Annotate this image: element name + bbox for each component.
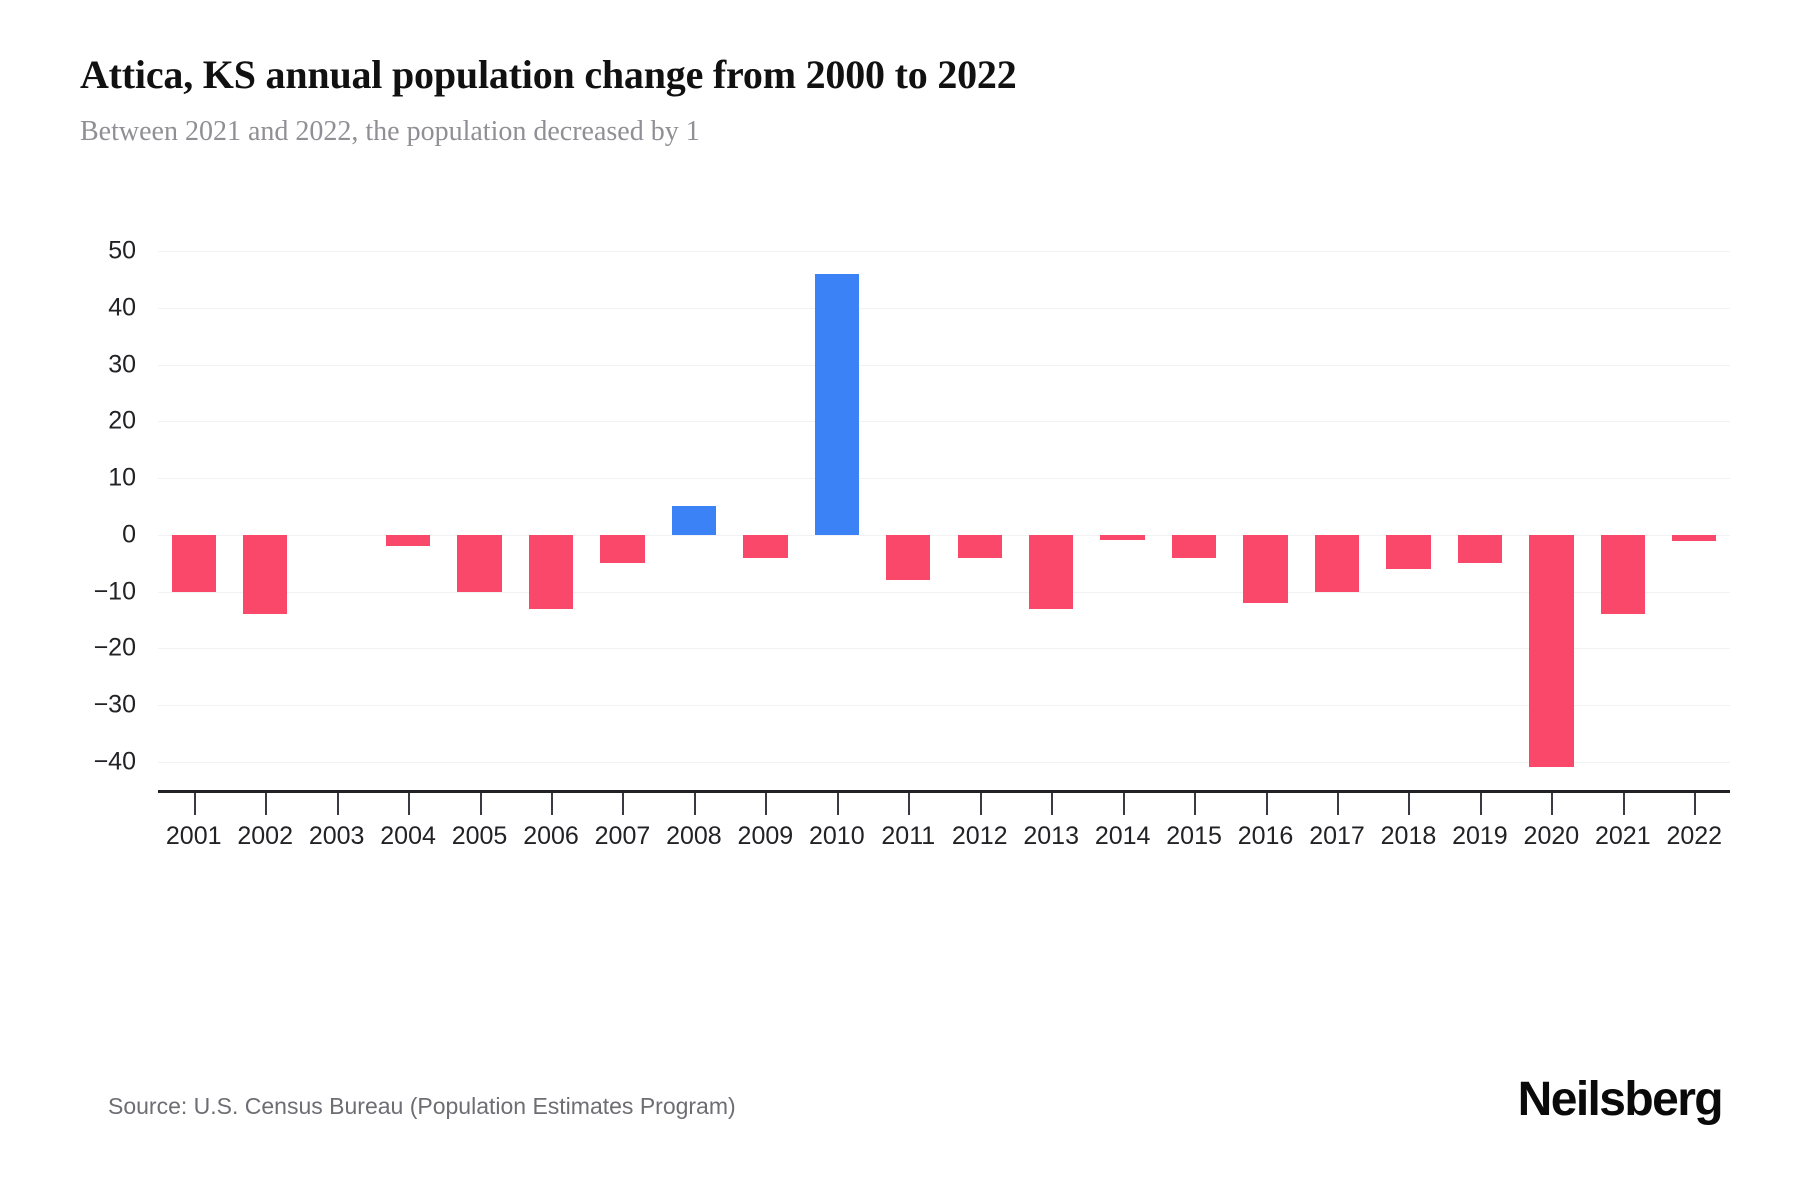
x-axis-tick [979, 793, 982, 815]
x-axis-tick-label: 2009 [737, 822, 794, 850]
bar[interactable] [1386, 534, 1431, 569]
x-axis-tick [551, 793, 553, 815]
gridline [158, 534, 1730, 536]
bar[interactable] [1029, 534, 1074, 609]
y-axis-tick-label: 10 [108, 463, 136, 492]
x-axis-tick [479, 793, 482, 815]
x-axis-tick-label: 2020 [1523, 822, 1580, 850]
y-axis-tick-label: −40 [93, 747, 136, 776]
bars-group [158, 240, 1730, 790]
bar[interactable] [957, 534, 1002, 558]
bar[interactable] [1314, 534, 1360, 592]
y-axis-tick-label: −10 [93, 577, 136, 606]
y-axis-tick-label: 0 [122, 520, 136, 549]
bar[interactable] [528, 534, 574, 609]
gridline [158, 251, 1730, 253]
x-axis-tick [1337, 793, 1339, 815]
x-axis-tick [908, 793, 911, 815]
x-axis-tick [693, 793, 696, 815]
bar[interactable] [743, 534, 788, 558]
plot-canvas [158, 240, 1730, 790]
gridline [158, 704, 1730, 706]
x-axis-tick [622, 793, 625, 815]
bar[interactable] [385, 534, 431, 547]
x-axis-tick [265, 793, 268, 815]
x-axis-tick-label: 2014 [1094, 822, 1151, 850]
x-axis-tick-label: 2004 [380, 822, 436, 850]
x-axis-tick-label: 2017 [1309, 822, 1365, 850]
bar[interactable] [171, 534, 216, 592]
x-axis-tick-label: 2013 [1023, 822, 1079, 850]
bar[interactable] [814, 274, 859, 535]
gridline [158, 421, 1730, 423]
x-axis-tick [1551, 793, 1554, 815]
x-axis-tick-label: 2015 [1166, 822, 1222, 850]
y-axis-tick-label: 40 [108, 293, 136, 322]
y-axis-tick-label: 30 [108, 350, 136, 379]
bar[interactable] [1243, 534, 1288, 603]
bar[interactable] [1100, 534, 1145, 540]
x-axis-tick-label: 2011 [881, 822, 936, 850]
x-axis-tick [1051, 793, 1054, 815]
bar[interactable] [600, 534, 645, 564]
x-axis-tick [408, 793, 411, 815]
source-note: Source: U.S. Census Bureau (Population E… [108, 1093, 736, 1119]
x-axis-tick [836, 793, 839, 815]
bar[interactable] [1171, 534, 1217, 558]
y-axis-tick-label: −30 [93, 690, 136, 719]
bar[interactable] [671, 506, 717, 535]
x-axis-tick [1265, 793, 1268, 815]
gridline [158, 761, 1730, 763]
x-axis-tick [1122, 793, 1125, 815]
gridline [158, 648, 1730, 650]
x-axis-tick [1479, 793, 1482, 815]
gridline [158, 308, 1730, 310]
x-axis-tick-label: 2006 [523, 822, 579, 850]
x-axis-tick [1694, 793, 1697, 815]
bar[interactable] [457, 534, 502, 592]
x-axis-tick [1408, 793, 1411, 815]
x-axis-tick-label: 2005 [451, 822, 508, 850]
bar[interactable] [243, 534, 288, 615]
y-axis-tick-label: 20 [108, 406, 136, 435]
x-axis-tick [1194, 793, 1197, 815]
y-axis-tick-label: −20 [93, 633, 136, 662]
chart-subtitle: Between 2021 and 2022, the population de… [80, 116, 700, 147]
bar[interactable] [886, 534, 931, 581]
x-axis-tick [336, 793, 339, 815]
gridline [158, 478, 1730, 480]
plot-area: 50 40 30 20 10 0 −10 −20 −30 −40 [0, 228, 1800, 908]
x-axis-tick-label: 2002 [237, 822, 293, 850]
x-axis-tick-label: 2003 [308, 822, 365, 850]
gridline [158, 591, 1730, 593]
x-axis-tick-label: 2010 [809, 822, 865, 850]
bar[interactable] [1600, 534, 1645, 615]
x-axis-tick-label: 2012 [951, 822, 1008, 850]
y-axis-tick-label: 50 [108, 236, 136, 265]
bar[interactable] [1457, 534, 1503, 564]
x-axis-tick-label: 2019 [1452, 822, 1508, 850]
x-axis-tick [193, 793, 196, 815]
brand-logo: Neilsberg [1517, 1073, 1724, 1126]
x-axis-tick-label: 2001 [165, 822, 222, 850]
page-title: Attica, KS annual population change from… [80, 52, 1017, 97]
x-axis-line [158, 790, 1730, 793]
x-axis-tick-label: 2007 [594, 822, 651, 850]
x-axis-tick-label: 2018 [1380, 822, 1437, 850]
chart-header: Attica, KS annual population change from… [80, 52, 1720, 149]
bar[interactable] [1529, 534, 1574, 768]
x-axis-tick-label: 2008 [666, 822, 722, 850]
gridline [158, 364, 1730, 366]
x-axis-tick-label: 2016 [1237, 822, 1294, 850]
x-axis-tick-label: 2022 [1666, 822, 1723, 850]
x-axis-tick [1622, 793, 1625, 815]
x-axis-tick [765, 793, 768, 815]
x-axis-tick-label: 2021 [1595, 822, 1651, 850]
bar[interactable] [1672, 534, 1717, 541]
